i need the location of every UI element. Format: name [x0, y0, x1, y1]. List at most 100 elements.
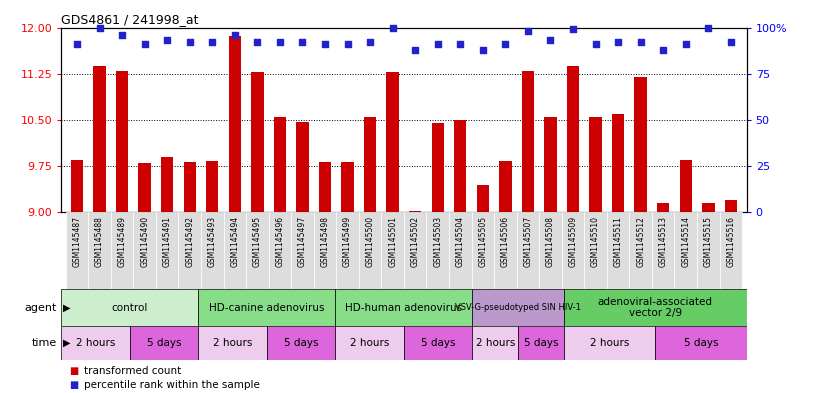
Bar [336, 212, 359, 289]
Text: VSV-G-pseudotyped SIN HIV-1: VSV-G-pseudotyped SIN HIV-1 [455, 303, 581, 312]
Text: GSM1145509: GSM1145509 [569, 216, 578, 267]
Point [454, 41, 467, 47]
Bar [296, 122, 308, 212]
Bar [335, 289, 472, 326]
Point [183, 39, 196, 46]
Bar [359, 212, 381, 289]
Point [431, 41, 444, 47]
Point [499, 41, 512, 47]
Text: GSM1145510: GSM1145510 [591, 216, 600, 267]
Bar [449, 212, 472, 289]
Bar [567, 66, 579, 212]
Bar [561, 212, 584, 289]
Point [318, 41, 331, 47]
Bar [313, 212, 336, 289]
Point [116, 32, 129, 38]
Point [657, 46, 670, 53]
Text: 2 hours: 2 hours [76, 338, 115, 348]
Bar [139, 163, 151, 212]
Text: ▶: ▶ [63, 303, 70, 312]
Bar [387, 72, 399, 212]
Bar [61, 289, 198, 326]
Bar [267, 326, 335, 360]
Text: GSM1145506: GSM1145506 [501, 216, 510, 267]
Point [521, 28, 534, 34]
Bar [607, 212, 629, 289]
Text: adenoviral-associated
vector 2/9: adenoviral-associated vector 2/9 [598, 297, 712, 318]
Point [228, 32, 242, 38]
Point [702, 24, 715, 31]
Text: GSM1145504: GSM1145504 [456, 216, 465, 267]
Bar [629, 212, 652, 289]
Bar [518, 326, 564, 360]
Bar [268, 212, 291, 289]
Bar [702, 203, 715, 212]
Point [251, 39, 264, 46]
Bar [319, 162, 331, 212]
Point [364, 39, 377, 46]
Bar [251, 72, 264, 212]
Text: GSM1145514: GSM1145514 [681, 216, 690, 267]
Bar [477, 185, 489, 212]
Text: GSM1145489: GSM1145489 [118, 216, 126, 267]
Bar [472, 326, 518, 360]
Bar [88, 212, 111, 289]
Bar [432, 123, 444, 212]
Point [161, 37, 174, 44]
Bar [130, 326, 198, 360]
Text: GSM1145488: GSM1145488 [95, 216, 104, 267]
Text: GSM1145496: GSM1145496 [276, 216, 285, 267]
Bar [71, 160, 83, 212]
Text: ■: ■ [69, 380, 78, 389]
Point [93, 24, 106, 31]
Bar [454, 120, 467, 212]
Point [611, 39, 624, 46]
Text: GSM1145500: GSM1145500 [366, 216, 375, 267]
Text: transformed count: transformed count [84, 366, 181, 376]
Bar [657, 203, 669, 212]
Point [296, 39, 309, 46]
Bar [725, 200, 737, 212]
Bar [521, 71, 534, 212]
Bar [291, 212, 313, 289]
Text: GSM1145502: GSM1145502 [410, 216, 419, 267]
Text: time: time [32, 338, 57, 348]
Bar [111, 212, 133, 289]
Text: 2 hours: 2 hours [590, 338, 629, 348]
Point [725, 39, 738, 46]
Text: GSM1145493: GSM1145493 [208, 216, 217, 267]
Point [566, 26, 579, 33]
Bar [675, 212, 697, 289]
Text: 5 days: 5 days [421, 338, 455, 348]
Text: 5 days: 5 days [284, 338, 318, 348]
Bar [409, 211, 421, 212]
Bar [564, 289, 747, 326]
Bar [494, 212, 517, 289]
Text: 5 days: 5 days [684, 338, 718, 348]
Bar [179, 212, 201, 289]
Bar [472, 289, 564, 326]
Bar [720, 212, 742, 289]
Point [206, 39, 219, 46]
Bar [273, 117, 286, 212]
Bar [201, 212, 224, 289]
Text: GSM1145508: GSM1145508 [546, 216, 555, 267]
Bar [697, 212, 720, 289]
Text: GSM1145513: GSM1145513 [659, 216, 667, 267]
Point [70, 41, 83, 47]
Text: GSM1145507: GSM1145507 [523, 216, 532, 267]
Text: GSM1145505: GSM1145505 [478, 216, 487, 267]
Text: GSM1145512: GSM1145512 [636, 216, 645, 267]
Bar [655, 326, 747, 360]
Point [634, 39, 647, 46]
Bar [133, 212, 156, 289]
Text: GSM1145501: GSM1145501 [388, 216, 397, 267]
Point [477, 46, 490, 53]
Text: percentile rank within the sample: percentile rank within the sample [84, 380, 260, 389]
Text: 2 hours: 2 hours [213, 338, 252, 348]
Bar [224, 212, 246, 289]
Point [273, 39, 286, 46]
Bar [589, 117, 601, 212]
Text: GSM1145487: GSM1145487 [73, 216, 82, 267]
Text: ■: ■ [69, 366, 78, 376]
